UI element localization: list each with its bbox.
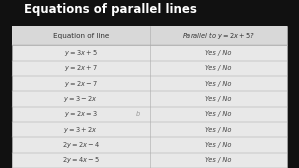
Text: Parallel to $y = 2x + 5$?: Parallel to $y = 2x + 5$? (182, 30, 255, 41)
Bar (12, 153, 287, 168)
Text: Equations of parallel lines: Equations of parallel lines (24, 3, 197, 16)
Text: $2y = 4x - 5$: $2y = 4x - 5$ (62, 155, 100, 165)
Text: Equation of line: Equation of line (53, 33, 109, 39)
Bar (12, 26, 287, 168)
Bar (12, 91, 287, 107)
Text: b: b (135, 111, 140, 117)
Text: $y = 3x + 5$: $y = 3x + 5$ (64, 48, 98, 58)
Text: Yes / No: Yes / No (205, 96, 231, 102)
Text: $y = 3 + 2x$: $y = 3 + 2x$ (63, 125, 98, 135)
Text: Yes / No: Yes / No (205, 127, 231, 133)
Text: $y = 2x = 3$: $y = 2x = 3$ (64, 109, 98, 119)
Text: $2y = 2x - 4$: $2y = 2x - 4$ (62, 140, 100, 150)
Text: Yes / No: Yes / No (205, 111, 231, 117)
Bar (12, 122, 287, 137)
Text: Yes / No: Yes / No (205, 50, 231, 56)
Text: $y = 3 - 2x$: $y = 3 - 2x$ (63, 94, 98, 104)
Text: $y = 2x + 7$: $y = 2x + 7$ (64, 63, 98, 73)
Text: Yes / No: Yes / No (205, 142, 231, 148)
Text: Yes / No: Yes / No (205, 65, 231, 71)
Text: Yes / No: Yes / No (205, 81, 231, 87)
Text: $y = 2x - 7$: $y = 2x - 7$ (64, 79, 98, 89)
Text: Yes / No: Yes / No (205, 157, 231, 163)
Bar (12, 60, 287, 76)
Bar (12, 26, 287, 45)
